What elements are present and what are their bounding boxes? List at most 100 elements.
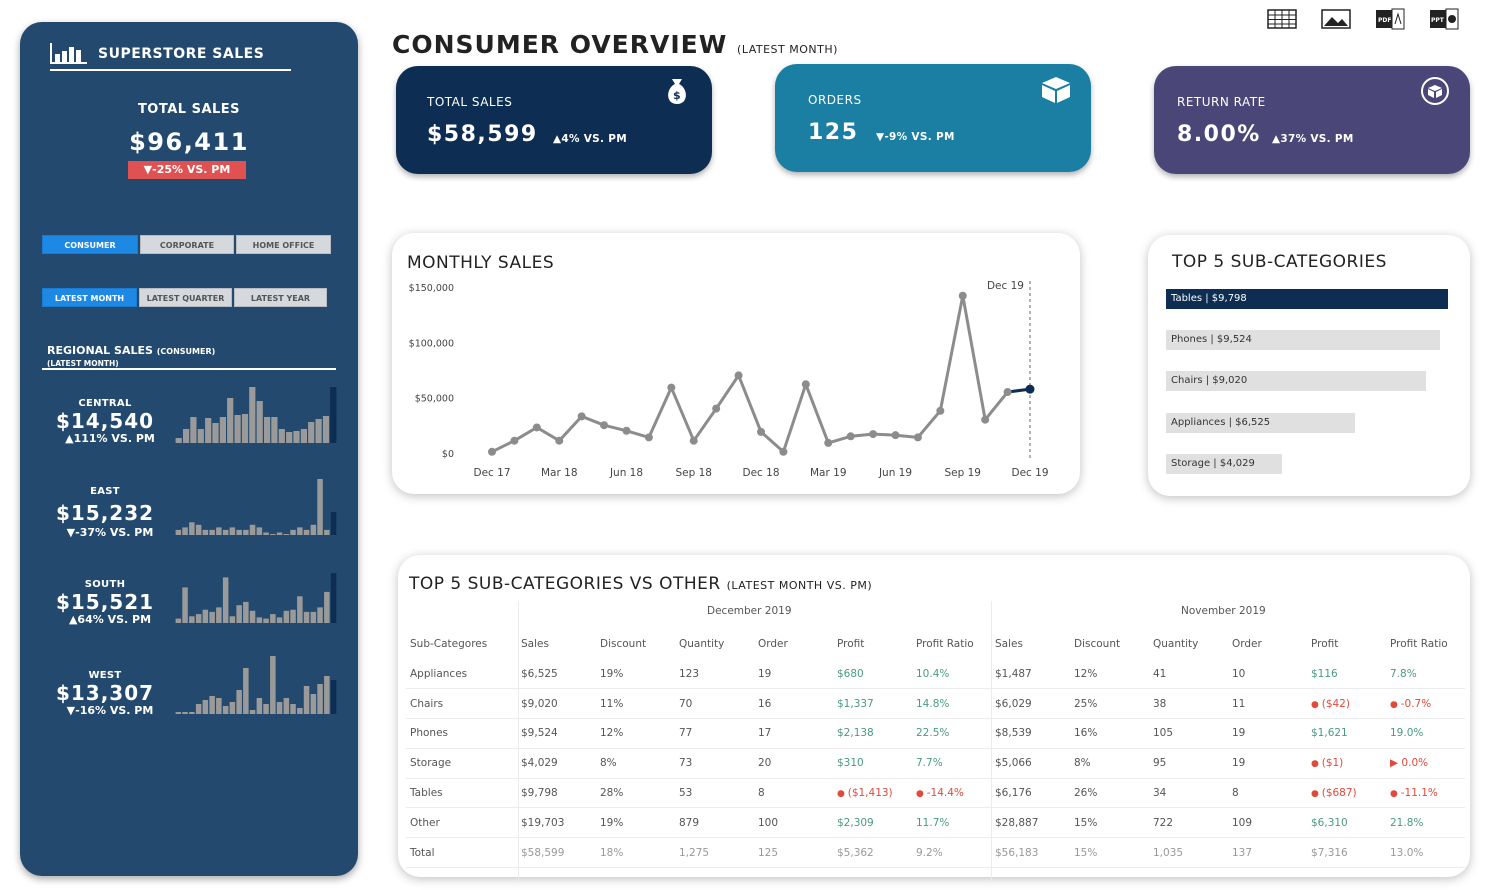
cell-value: 16: [758, 697, 772, 710]
period-latest-year-button[interactable]: LATEST YEAR: [234, 288, 327, 307]
region-sparkline: [175, 656, 337, 714]
column-header: Order: [1232, 638, 1262, 650]
cell-value: 11.7%: [916, 816, 950, 829]
cell-value: 722: [1153, 816, 1174, 829]
region-name: SOUTH: [84, 579, 126, 590]
table-cell: $5,066: [991, 748, 1070, 779]
table-row: Chairs $9,020 11% 70 16 $1,337 14.8% $6,029 25% 3…: [406, 688, 1465, 720]
table-cell: 16: [754, 688, 833, 720]
svg-text:$: $: [673, 89, 681, 102]
data-point: [532, 423, 541, 432]
period-latest-quarter-button[interactable]: LATEST QUARTER: [139, 288, 232, 307]
table-cell: 53: [675, 778, 754, 809]
data-point: [734, 371, 743, 380]
column-header: Sales: [995, 638, 1023, 650]
table-cell: $19,703: [517, 807, 596, 839]
spark-bar: [195, 524, 202, 535]
kpi-change: ▲37% VS. PM: [1272, 133, 1354, 145]
cell-value: 9.2%: [916, 846, 943, 859]
kpi-value: $58,599: [427, 122, 538, 147]
cell-value: $9,524: [521, 727, 558, 740]
image-export-icon[interactable]: [1320, 8, 1352, 30]
spark-bar: [256, 617, 263, 623]
spark-bar: [330, 573, 337, 623]
negative-marker-icon: ●: [1390, 789, 1401, 800]
region-east: EAST $15,232 ▼-37% VS. PM: [20, 479, 358, 550]
spark-bar: [270, 614, 276, 623]
cell-value: $6,176: [995, 787, 1032, 800]
negative-marker-icon: ●: [1311, 789, 1322, 800]
spark-bar: [227, 398, 234, 443]
data-point: [936, 406, 945, 415]
table-cell: 12%: [596, 718, 675, 749]
table-cell: 22.5%: [912, 718, 991, 749]
top5-bar[interactable]: Tables | $9,798: [1166, 289, 1448, 309]
table-cell: $6,310: [1307, 807, 1386, 839]
table-cell: $2,138: [833, 718, 912, 749]
table-cell: $7,316: [1307, 837, 1386, 869]
table-cell: 8%: [1070, 748, 1149, 779]
data-point: [667, 383, 676, 392]
cell-value: 0.0%: [1401, 757, 1429, 770]
table-cell: 109: [1228, 807, 1307, 839]
spark-bar: [183, 429, 190, 443]
spark-bar: [297, 596, 303, 623]
region-name: CENTRAL: [78, 398, 132, 409]
cell-value: Appliances: [410, 667, 468, 680]
top5-bar[interactable]: Phones | $9,524: [1166, 330, 1440, 350]
data-point: [846, 432, 855, 441]
data-point: [510, 436, 519, 445]
table-cell: 70: [675, 688, 754, 720]
data-point: [712, 404, 721, 413]
spark-bar: [222, 577, 229, 623]
spark-bar: [256, 401, 263, 443]
table-cell: 14.8%: [912, 688, 991, 720]
table-cell: 34: [1149, 778, 1228, 809]
data-point: [689, 436, 698, 445]
cell-value: $5,362: [837, 846, 874, 859]
table-cell: 105: [1149, 718, 1228, 749]
segment-corporate-button[interactable]: CORPORATE: [140, 235, 234, 254]
cell-value: 1,035: [1153, 846, 1184, 859]
spark-bar: [205, 418, 212, 443]
top5-bar[interactable]: Storage | $4,029: [1166, 454, 1282, 474]
crosstab-export-icon[interactable]: [1266, 8, 1298, 30]
y-tick-label: $0: [442, 449, 454, 460]
ppt-export-icon[interactable]: PPT: [1428, 8, 1460, 30]
cell-value: 11: [1232, 697, 1246, 710]
top5-bar[interactable]: Appliances | $6,525: [1166, 413, 1355, 433]
region-west: WEST $13,307 ▼-16% VS. PM: [20, 656, 358, 733]
segment-consumer-button[interactable]: CONSUMER: [42, 235, 138, 254]
cell-value: 21.8%: [1390, 816, 1424, 829]
pdf-export-icon[interactable]: PDF: [1374, 8, 1406, 30]
x-tick-label: Sep 18: [676, 467, 713, 479]
spark-bar: [234, 415, 241, 443]
cell-value: -14.4%: [926, 787, 964, 800]
spark-bar: [276, 702, 283, 714]
column-header: Profit Ratio: [916, 638, 974, 650]
regional-sales-subtitle: (LATEST MONTH): [47, 359, 119, 368]
x-tick-label: Dec 19: [1011, 467, 1048, 479]
cell-value: 70: [679, 697, 693, 710]
period-latest-month-button[interactable]: LATEST MONTH: [42, 288, 137, 307]
table-cell: $56,183: [991, 837, 1070, 869]
spark-bar: [263, 704, 269, 714]
segment-home-office-button[interactable]: HOME OFFICE: [236, 235, 331, 254]
table-cell: $8,539: [991, 718, 1070, 749]
cell-value: 125: [758, 846, 779, 859]
spark-bar: [209, 696, 215, 714]
kpi-value: 8.00%: [1177, 122, 1261, 147]
spark-bar: [293, 431, 300, 443]
cell-value: 25%: [1074, 697, 1098, 710]
cell-value: 19%: [600, 816, 624, 829]
spark-bar: [283, 698, 290, 714]
comparison-table-title: TOP 5 SUB-CATEGORIES VS OTHER (LATEST MO…: [409, 574, 872, 594]
cell-value: ($687): [1321, 787, 1357, 800]
kpi-label: RETURN RATE: [1177, 95, 1266, 109]
row-label: Chairs: [406, 688, 517, 720]
spark-bar: [290, 529, 296, 535]
spark-bar: [202, 529, 209, 535]
top5-bar[interactable]: Chairs | $9,020: [1166, 371, 1426, 391]
cell-value: 123: [679, 667, 700, 680]
cell-value: Phones: [410, 727, 448, 740]
